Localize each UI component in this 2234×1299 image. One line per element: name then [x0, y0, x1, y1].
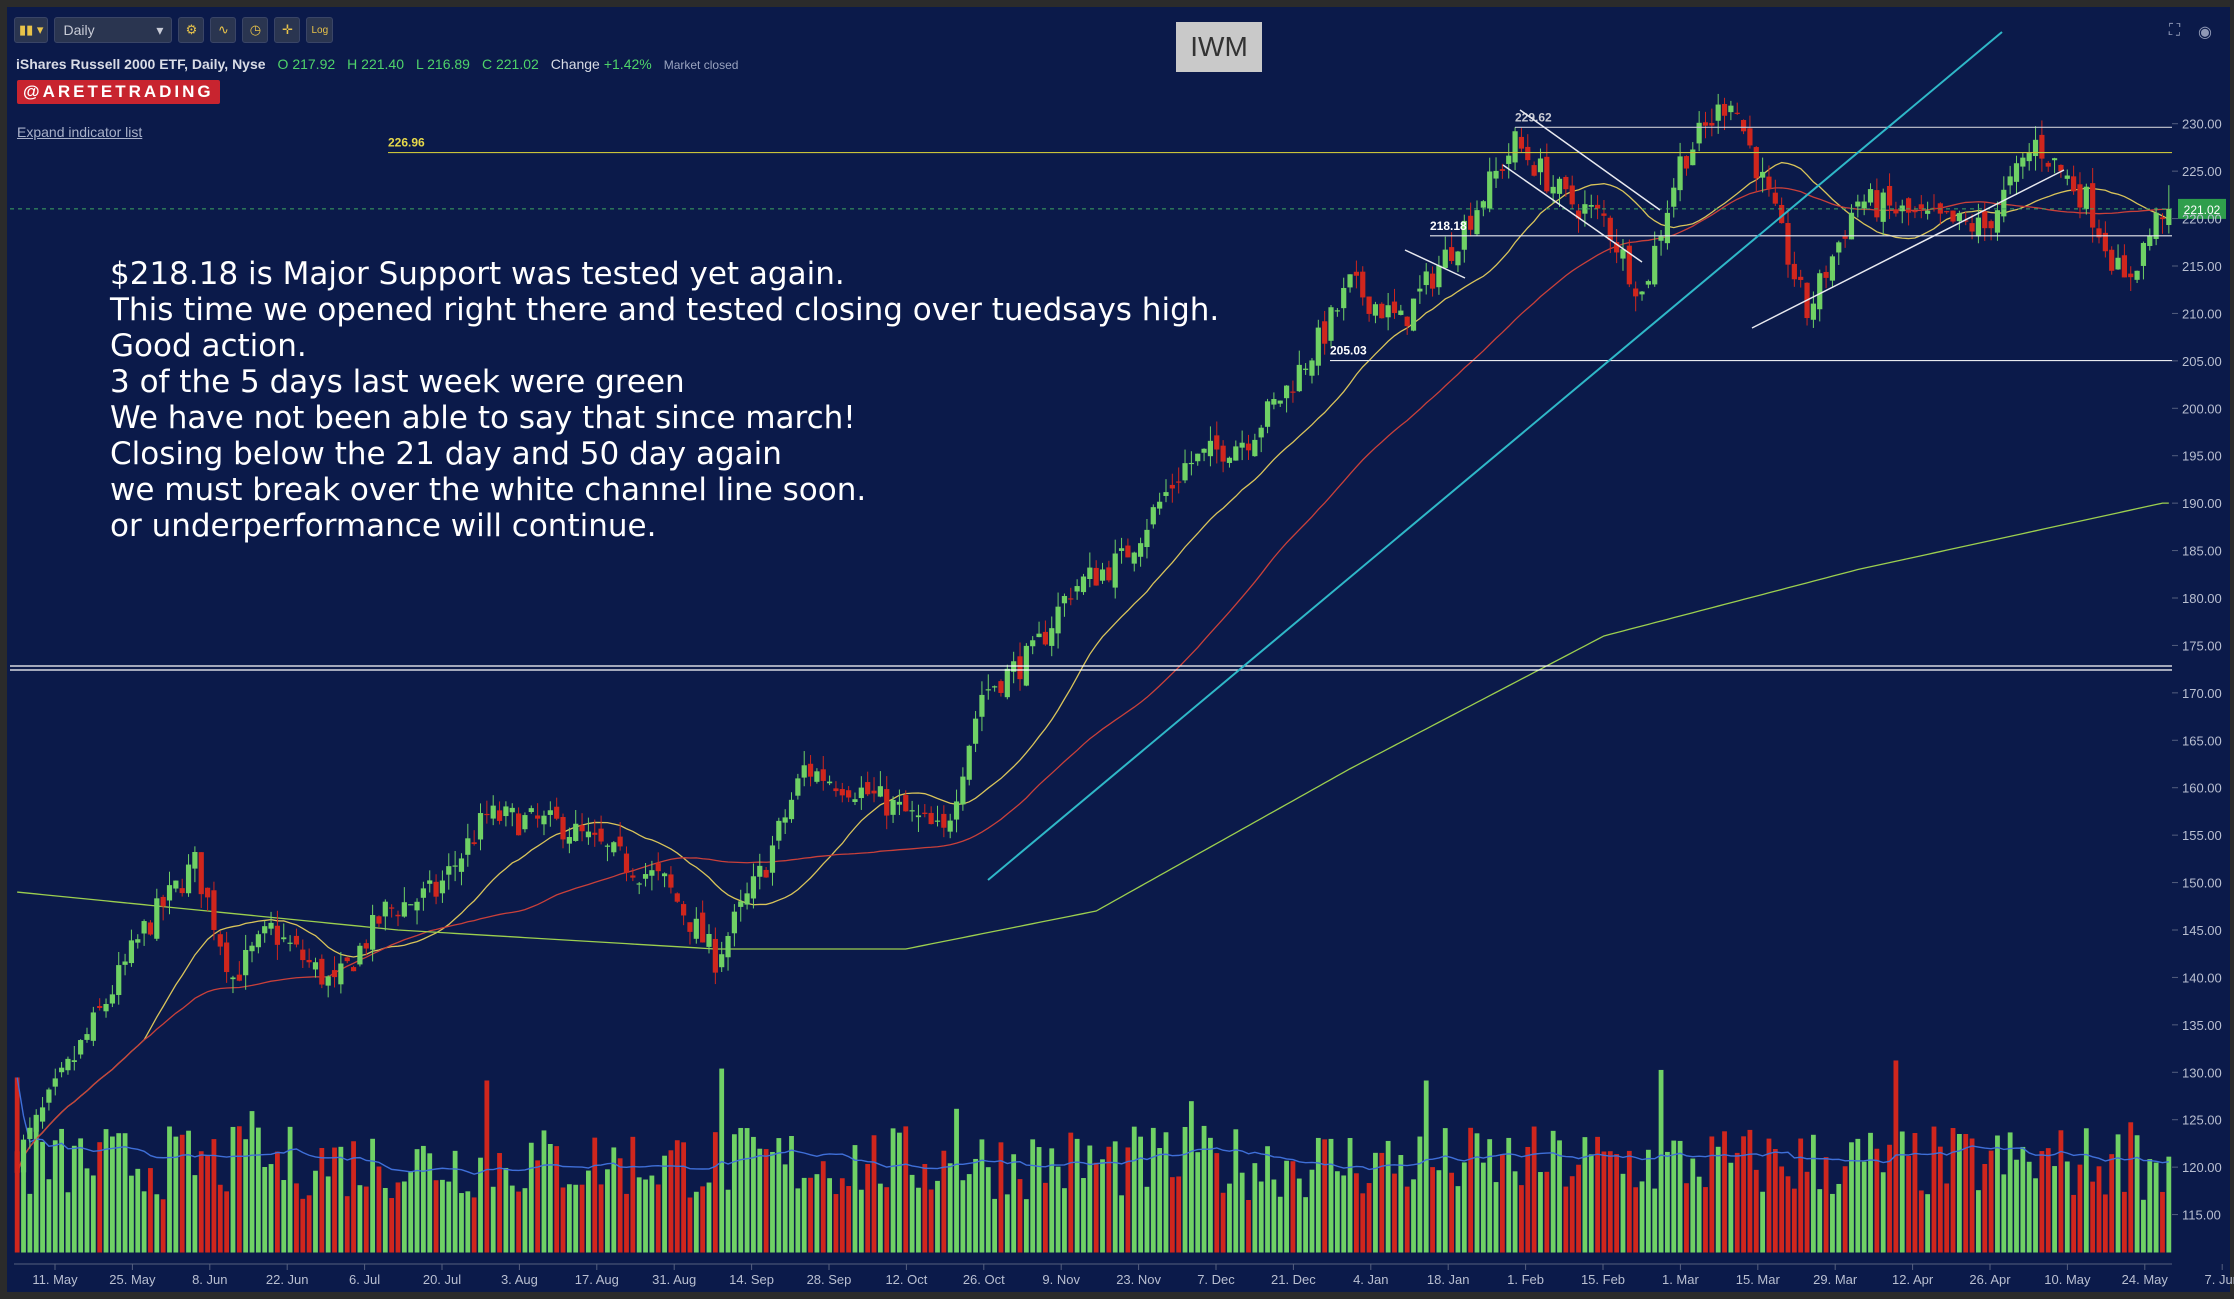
- clock-icon: ◷: [249, 22, 262, 37]
- high-value: H 221.40: [347, 56, 404, 72]
- window-controls: ⛶ ◉: [2169, 22, 2212, 42]
- annotation-line: This time we opened right there and test…: [110, 292, 1220, 328]
- expand-indicator-link[interactable]: Expand indicator list: [17, 124, 143, 140]
- log-label: Log: [311, 24, 329, 36]
- open-value: O 217.92: [277, 56, 336, 72]
- crosshair-icon: ✛: [282, 22, 293, 37]
- candlestick-type-button[interactable]: ▮▮ ▾: [14, 17, 49, 43]
- annotation-line: $218.18 is Major Support was tested yet …: [110, 256, 845, 292]
- settings-button[interactable]: ⚙: [178, 17, 205, 43]
- instrument-name: iShares Russell 2000 ETF, Daily, Nyse: [16, 56, 266, 72]
- interval-select[interactable]: Daily ▾: [54, 17, 173, 43]
- log-scale-button[interactable]: Log: [306, 17, 334, 43]
- candlestick-icon: ▮▮ ▾: [19, 22, 44, 37]
- clock-button[interactable]: ◷: [242, 17, 269, 43]
- annotation-line: We have not been able to say that since …: [110, 400, 856, 436]
- low-value: L 216.89: [415, 56, 470, 72]
- camera-icon[interactable]: ◉: [2198, 24, 2212, 41]
- change-label: Change: [550, 56, 600, 72]
- annotation-line: Good action.: [110, 328, 307, 364]
- crosshair-button[interactable]: ✛: [274, 17, 301, 43]
- annotation-line: 3 of the 5 days last week were green: [110, 364, 685, 400]
- market-status: Market closed: [663, 58, 739, 72]
- annotation-line: we must break over the white channel lin…: [110, 472, 867, 508]
- chart-toolbar: ▮▮ ▾ Daily ▾ ⚙ ∿ ◷ ✛ Log: [14, 16, 334, 44]
- change-value: +1.42%: [603, 56, 652, 72]
- watermark-badge: @ARETETRADING: [17, 80, 220, 104]
- indicators-button[interactable]: ∿: [210, 17, 237, 43]
- chevron-down-icon: ▾: [156, 21, 164, 38]
- gear-icon: ⚙: [185, 22, 198, 37]
- instrument-header: iShares Russell 2000 ETF, Daily, Nyse O …: [16, 56, 738, 72]
- close-value: C 221.02: [481, 56, 539, 72]
- interval-value: Daily: [63, 22, 95, 38]
- indicator-icon: ∿: [218, 22, 229, 37]
- ticker-box: IWM: [1176, 22, 1262, 72]
- annotation-line: or underperformance will continue.: [110, 508, 657, 544]
- annotation-text: $218.18 is Major Support was tested yet …: [110, 256, 1219, 544]
- fullscreen-icon[interactable]: ⛶: [2168, 22, 2181, 39]
- annotation-line: Closing below the 21 day and 50 day agai…: [110, 436, 782, 472]
